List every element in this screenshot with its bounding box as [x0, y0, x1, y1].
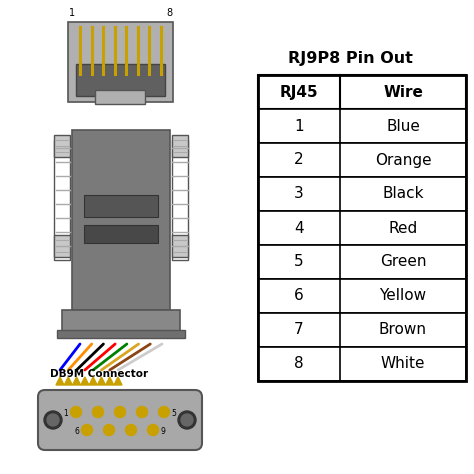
Circle shape [71, 407, 82, 418]
Text: 6: 6 [294, 289, 304, 303]
Bar [258, 143, 466, 177]
Text: 5: 5 [294, 255, 304, 270]
Circle shape [137, 407, 147, 418]
Polygon shape [73, 377, 81, 385]
Polygon shape [114, 377, 122, 385]
Bar [68, 22, 173, 102]
Polygon shape [56, 377, 64, 385]
Circle shape [181, 414, 193, 426]
Bar [76, 64, 165, 96]
Bar [258, 75, 466, 109]
Text: 8: 8 [166, 8, 172, 18]
Bar [172, 135, 188, 157]
Bar [84, 195, 158, 217]
Circle shape [103, 425, 115, 436]
Bar [258, 245, 466, 279]
Polygon shape [106, 377, 114, 385]
Polygon shape [89, 377, 97, 385]
Circle shape [126, 425, 137, 436]
Circle shape [44, 411, 62, 429]
Text: Yellow: Yellow [380, 289, 427, 303]
Bar [258, 177, 466, 211]
Text: 7: 7 [294, 322, 304, 337]
Polygon shape [81, 377, 89, 385]
Circle shape [178, 411, 196, 429]
Text: Brown: Brown [379, 322, 427, 337]
Bar [54, 140, 70, 260]
Text: Blue: Blue [386, 118, 420, 134]
Circle shape [92, 407, 103, 418]
Text: 1: 1 [294, 118, 304, 134]
Text: 9: 9 [161, 428, 165, 437]
Text: 3: 3 [294, 186, 304, 201]
Text: 4: 4 [294, 220, 304, 236]
Bar [84, 225, 158, 243]
Bar [258, 75, 466, 381]
Text: Wire: Wire [383, 84, 423, 100]
Bar [258, 347, 466, 381]
Text: Green: Green [380, 255, 426, 270]
Bar [95, 90, 145, 104]
Circle shape [47, 414, 59, 426]
Bar [258, 211, 466, 245]
Text: 1: 1 [64, 410, 68, 419]
Bar [72, 130, 170, 310]
Polygon shape [98, 377, 105, 385]
Bar [258, 313, 466, 347]
Bar [62, 310, 180, 338]
Text: 1: 1 [69, 8, 75, 18]
Bar [57, 330, 185, 338]
Circle shape [147, 425, 158, 436]
Circle shape [115, 407, 126, 418]
Circle shape [82, 425, 92, 436]
Text: 2: 2 [294, 153, 304, 167]
Text: White: White [381, 356, 425, 372]
Bar [258, 109, 466, 143]
Text: 6: 6 [74, 428, 80, 437]
Text: DB9M Connector: DB9M Connector [50, 369, 148, 379]
Text: 5: 5 [172, 410, 176, 419]
Bar [172, 140, 188, 260]
Text: Black: Black [382, 186, 424, 201]
Text: Red: Red [388, 220, 418, 236]
Circle shape [158, 407, 170, 418]
Text: RJ9P8 Pin Out: RJ9P8 Pin Out [288, 51, 412, 65]
Bar [54, 235, 70, 257]
Bar [54, 135, 70, 157]
Text: RJ45: RJ45 [280, 84, 319, 100]
FancyBboxPatch shape [38, 390, 202, 450]
Polygon shape [64, 377, 73, 385]
Text: 8: 8 [294, 356, 304, 372]
Bar [172, 235, 188, 257]
Text: Orange: Orange [374, 153, 431, 167]
Bar [258, 279, 466, 313]
